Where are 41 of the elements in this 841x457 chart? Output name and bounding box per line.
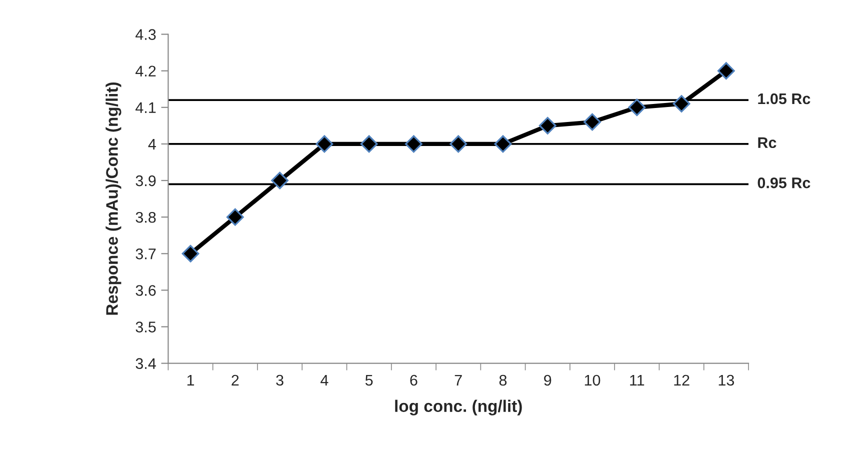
y-tick-label: 3.5	[136, 322, 156, 332]
point	[717, 62, 735, 80]
point	[316, 135, 334, 153]
x-tick-label: 5	[365, 374, 373, 386]
point	[538, 116, 556, 134]
x-tick-label: 2	[232, 374, 239, 386]
point	[450, 135, 468, 153]
point	[672, 95, 690, 112]
x-tick-label: 3	[276, 374, 284, 386]
y-axis-title: Responce (mAu)/Conc (ng/lit)	[106, 82, 122, 315]
y-tick-label: 4	[148, 138, 156, 150]
x-tick-label: 11	[630, 374, 644, 386]
y-tick-label: 3.6	[136, 285, 156, 296]
x-tick-label: 10	[584, 374, 600, 386]
y-tick-label: 3.7	[136, 248, 156, 260]
point	[405, 135, 422, 153]
x-tick-label: 1	[187, 374, 194, 386]
y-tick-label: 4.2	[136, 66, 156, 76]
x-tick-label: 7	[454, 374, 462, 386]
x-tick-label: 12	[674, 374, 690, 386]
point	[494, 135, 512, 153]
y-tick-label: 3.8	[136, 212, 156, 223]
y-tick-label: 3.4	[136, 358, 156, 369]
y-tick-label: 4.1	[136, 102, 156, 113]
ref-line-label: Rc	[758, 137, 776, 148]
x-tick-label: 13	[718, 374, 734, 386]
x-tick-label: 4	[320, 374, 328, 386]
x-axis-title: log conc. (ng/lit)	[395, 400, 522, 416]
y-tick-label: 4.3	[136, 29, 156, 40]
x-tick-label: 9	[544, 374, 552, 386]
x-tick-label: 6	[410, 374, 418, 386]
y-tick-label: 3.9	[136, 175, 156, 186]
point	[271, 172, 288, 190]
point	[628, 98, 646, 116]
ref-line-label: 1.05 Rc	[758, 93, 810, 104]
point	[360, 135, 378, 153]
x-tick-label: 8	[499, 374, 507, 386]
point	[226, 208, 244, 226]
ref-line-label: 0.95 Rc	[758, 177, 810, 188]
point	[584, 113, 601, 131]
point	[182, 244, 200, 262]
